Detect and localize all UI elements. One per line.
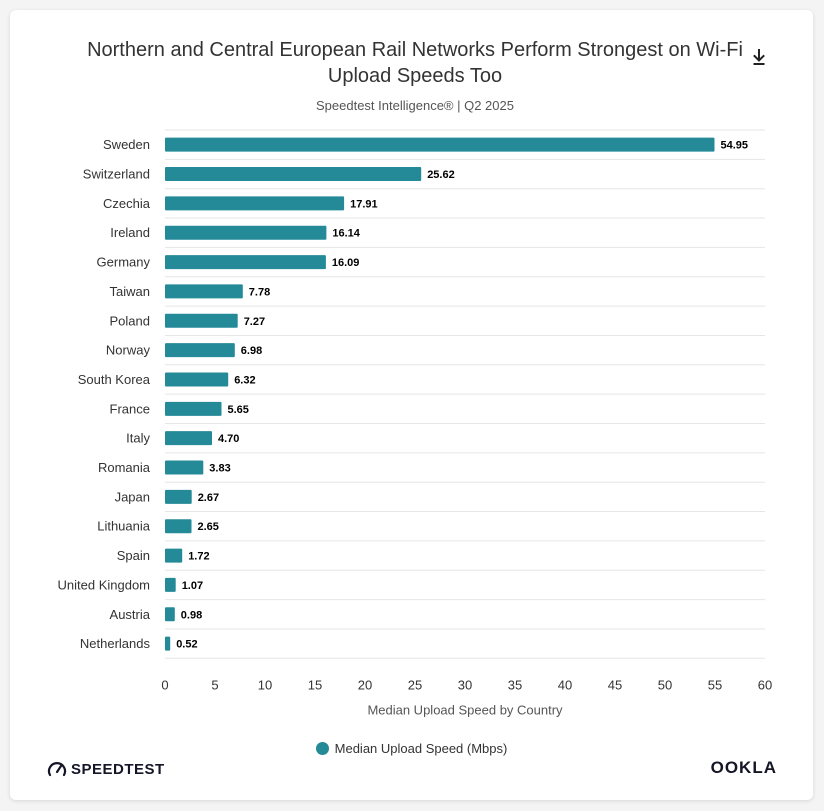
category-label: Czechia	[103, 196, 151, 211]
data-label: 25.62	[427, 169, 455, 181]
category-label: Taiwan	[110, 284, 150, 299]
category-label: France	[110, 401, 150, 416]
x-tick-label: 35	[508, 677, 522, 692]
category-label: United Kingdom	[58, 577, 151, 592]
category-label: Lithuania	[97, 519, 151, 534]
x-tick-label: 60	[758, 677, 772, 692]
download-icon	[753, 49, 765, 65]
bar[interactable]	[165, 636, 171, 651]
legend-item[interactable]: Median Upload Speed (Mbps)	[10, 741, 813, 756]
x-tick-label: 55	[708, 677, 722, 692]
data-label: 0.52	[176, 639, 197, 651]
category-label: Austria	[110, 607, 151, 622]
category-label: Poland	[110, 313, 150, 328]
data-label: 17.91	[350, 198, 378, 210]
x-tick-label: 5	[211, 677, 218, 692]
bar[interactable]	[165, 460, 204, 475]
data-label: 16.14	[332, 228, 360, 240]
category-label: Netherlands	[80, 636, 151, 651]
data-label: 4.70	[218, 433, 239, 445]
data-label: 2.67	[198, 492, 219, 504]
data-label: 6.32	[234, 374, 255, 386]
legend-label: Median Upload Speed (Mbps)	[334, 741, 508, 756]
category-label: Ireland	[110, 225, 150, 240]
legend-marker	[315, 742, 329, 755]
x-tick-label: 45	[608, 677, 622, 692]
data-label: 54.95	[721, 140, 749, 152]
bar[interactable]	[165, 137, 715, 152]
x-tick-label: 10	[258, 677, 272, 692]
bar[interactable]	[165, 489, 192, 504]
data-label: 0.98	[181, 609, 202, 621]
category-label: Italy	[126, 431, 150, 446]
data-label: 3.83	[209, 463, 230, 475]
x-axis-title: Median Upload Speed by Country	[367, 702, 563, 717]
category-label: Romania	[98, 460, 151, 475]
x-tick-label: 50	[658, 677, 672, 692]
data-label: 16.09	[332, 257, 360, 269]
x-tick-label: 15	[308, 677, 322, 692]
bar[interactable]	[165, 343, 235, 358]
ookla-wordmark: OOKLA	[710, 758, 777, 777]
data-label: 6.98	[241, 345, 262, 357]
x-tick-label: 40	[558, 677, 572, 692]
category-label: Spain	[117, 548, 150, 563]
bar[interactable]	[165, 255, 326, 270]
chart-title: Northern and Central European Rail Netwo…	[87, 39, 743, 87]
data-label: 7.27	[244, 316, 265, 328]
x-tick-label: 0	[161, 677, 168, 692]
bar[interactable]	[165, 607, 175, 622]
x-tick-label: 20	[358, 677, 372, 692]
bar[interactable]	[165, 431, 212, 446]
data-label: 1.72	[188, 551, 209, 563]
download-button[interactable]	[748, 46, 770, 68]
data-label: 2.65	[198, 521, 219, 533]
x-tick-label: 25	[408, 677, 422, 692]
category-label: Norway	[106, 343, 151, 358]
category-label: South Korea	[78, 372, 151, 387]
category-label: Sweden	[103, 137, 150, 152]
bar[interactable]	[165, 577, 176, 592]
data-label: 7.78	[249, 286, 270, 298]
speedtest-wordmark: SPEEDTEST	[71, 760, 165, 778]
bar[interactable]	[165, 196, 345, 211]
x-tick-label: 30	[458, 677, 472, 692]
bar-chart: Sweden 54.95 Switzerland 25.62 Czechia 17.91 I…	[58, 129, 772, 717]
speedometer-icon	[47, 762, 67, 777]
chart-card: Northern and Central European Rail Netwo…	[10, 10, 813, 800]
category-label: Japan	[115, 489, 150, 504]
data-label: 1.07	[182, 580, 203, 592]
bar[interactable]	[165, 401, 222, 416]
bar[interactable]	[165, 548, 183, 563]
bar[interactable]	[165, 313, 238, 328]
bar[interactable]	[165, 225, 327, 240]
bar[interactable]	[165, 519, 192, 534]
category-label: Germany	[97, 255, 151, 270]
bar[interactable]	[165, 167, 422, 182]
bar[interactable]	[165, 284, 243, 299]
category-label: Switzerland	[83, 167, 150, 182]
data-label: 5.65	[228, 404, 249, 416]
bar[interactable]	[165, 372, 229, 387]
chart-subtitle: Speedtest Intelligence® | Q2 2025	[316, 98, 514, 113]
speedtest-logo: SPEEDTEST	[47, 759, 165, 779]
